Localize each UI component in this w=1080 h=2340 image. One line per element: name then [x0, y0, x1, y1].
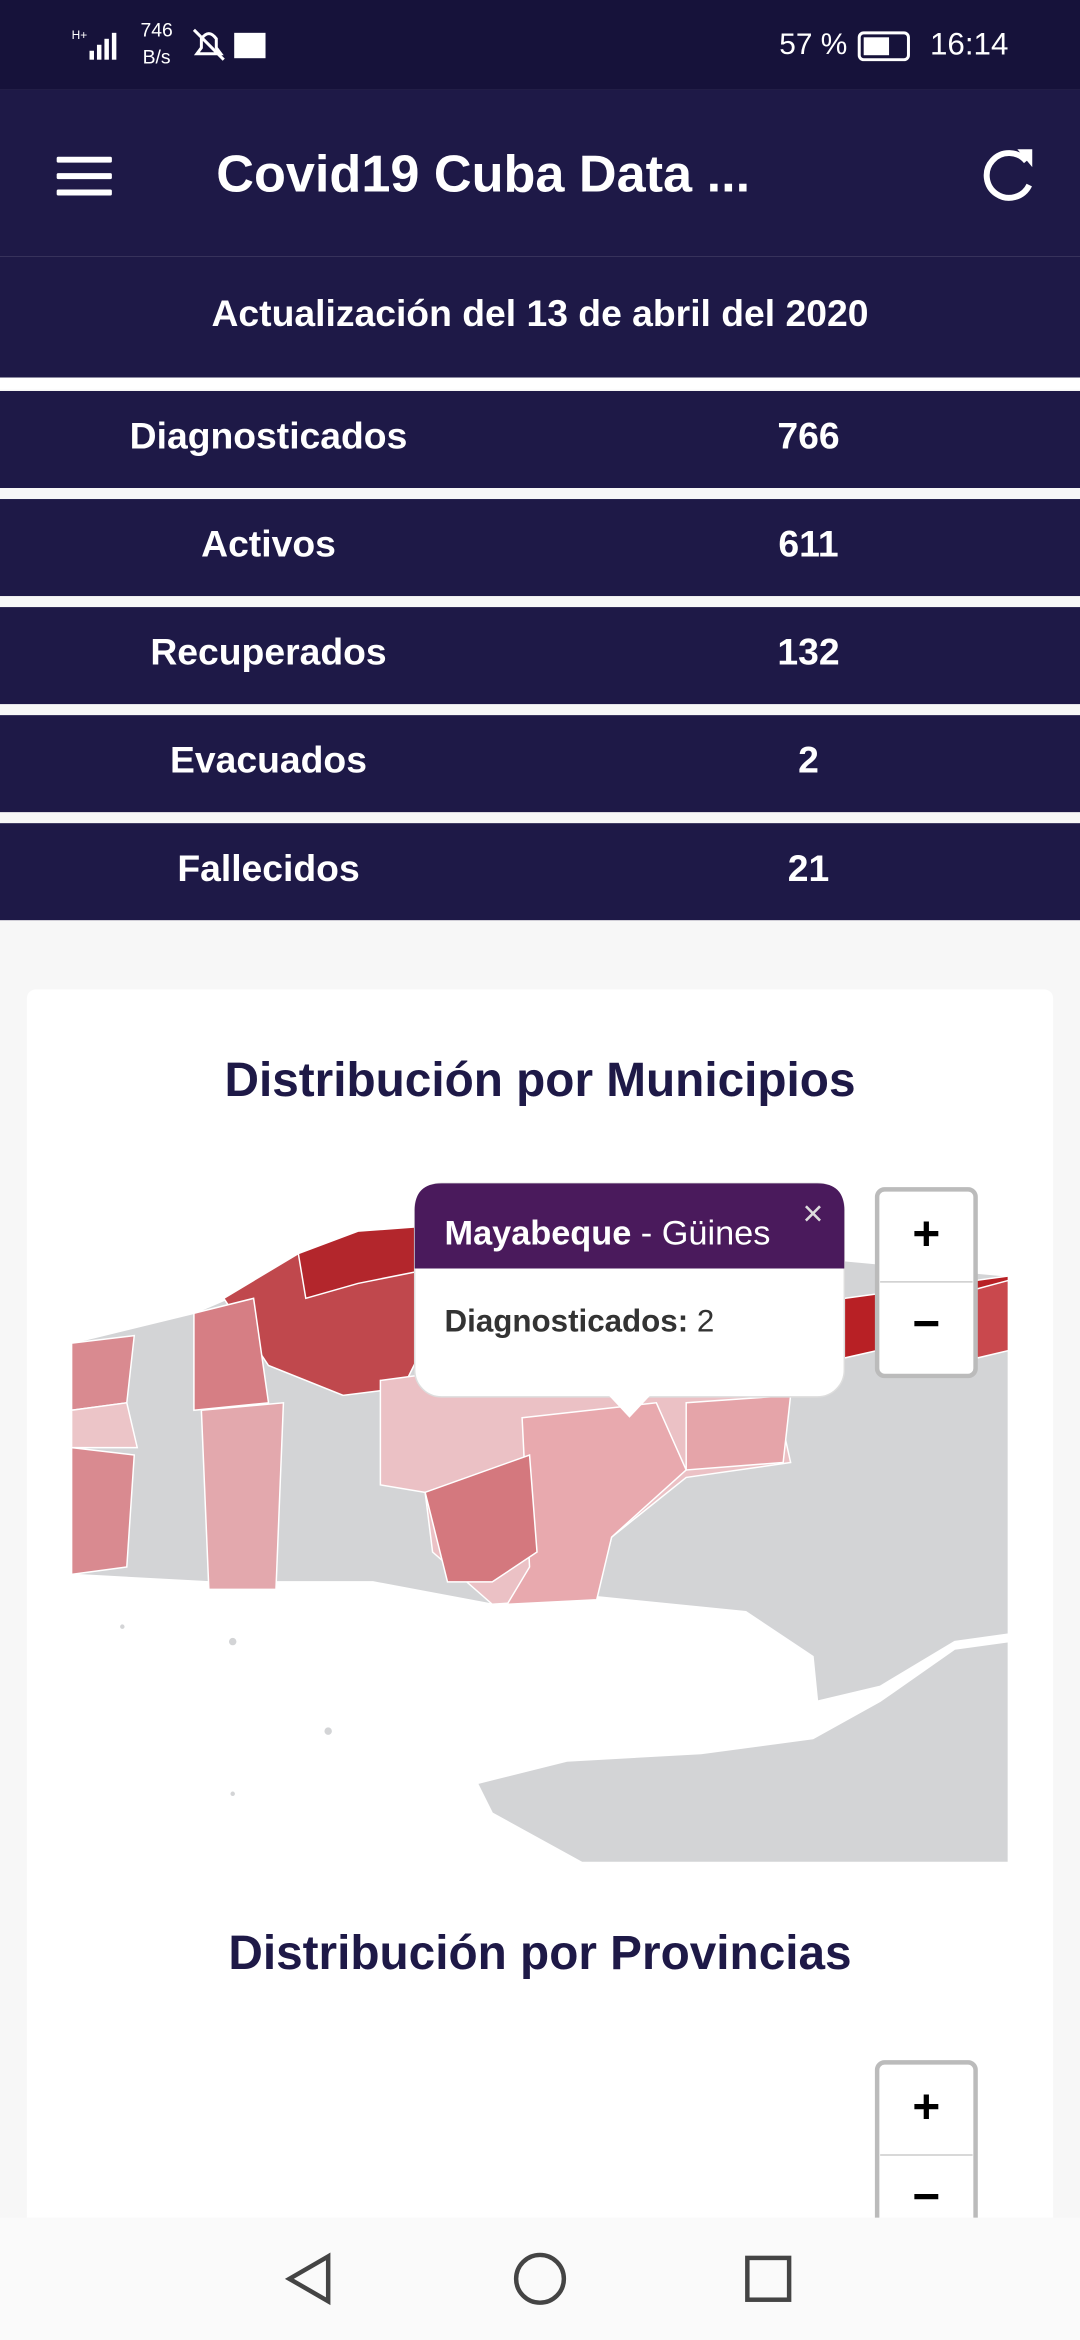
stats-table: Diagnosticados 766 Activos 611 Recuperados 13…: [0, 390, 1080, 921]
stat-row: [0, 499, 1080, 597]
stat-row: [0, 715, 1080, 813]
menu-button[interactable]: [56, 156, 112, 196]
popup-label: Diagnosticados:: [445, 1304, 689, 1339]
stat-row: [0, 390, 1080, 488]
battery-level: [863, 37, 890, 56]
status-bar: [0, 0, 1080, 90]
refresh-button[interactable]: [983, 149, 1033, 201]
zoom-control: [874, 1187, 978, 1379]
popup-header: Mayabeque - Güines: [445, 1215, 771, 1253]
app-title: Covid19 Cuba Data ...: [216, 145, 750, 203]
app-icon: [234, 32, 266, 59]
popup-value: 2: [688, 1304, 714, 1339]
clock: 16:14: [930, 27, 1008, 62]
nav-back[interactable]: [284, 2252, 331, 2306]
zoom-out[interactable]: −: [912, 1297, 940, 1350]
svg-text:H+: H+: [72, 28, 88, 42]
update-text: Actualización del 13 de abril del 2020: [212, 292, 869, 334]
zoom-in[interactable]: +: [912, 2081, 940, 2134]
mute-icon: [192, 28, 225, 61]
nav-home[interactable]: [513, 2252, 567, 2305]
nav-recents[interactable]: [745, 2255, 792, 2302]
stat-value: 21: [788, 847, 829, 889]
battery-icon: [857, 31, 910, 62]
divider: [0, 377, 1080, 390]
stat-label: Evacuados: [170, 739, 367, 781]
card-title: Distribución por Municipios: [224, 1054, 855, 1107]
net-speed: 746: [140, 19, 172, 41]
nav-bar: [0, 2217, 1080, 2340]
popup-close[interactable]: ×: [803, 1194, 824, 1234]
stat-label: Recuperados: [150, 631, 386, 673]
app-bar: [0, 89, 1080, 257]
signal-icon: H+: [72, 28, 117, 60]
stat-label: Fallecidos: [177, 847, 359, 889]
stat-value: 2: [798, 739, 819, 781]
stat-value: 132: [777, 631, 839, 673]
stat-value: 611: [778, 523, 838, 565]
stat-label: Diagnosticados: [130, 415, 408, 457]
map-popup: Mayabeque - Güines × Diagnosticados: 2: [413, 1182, 846, 1418]
popup-body: Diagnosticados: 2: [445, 1304, 715, 1339]
battery-percent: 57 %: [779, 28, 847, 61]
stat-value: 766: [777, 415, 839, 457]
stat-row: [0, 607, 1080, 705]
net-speed-unit: B/s: [143, 46, 171, 68]
popup-municipality: - Güines: [631, 1215, 770, 1253]
update-row: [0, 256, 1080, 378]
zoom-in[interactable]: +: [912, 1208, 940, 1261]
stat-label: Activos: [201, 523, 336, 565]
stat-row: [0, 823, 1080, 921]
popup-province: Mayabeque: [445, 1215, 632, 1253]
card-title: Distribución por Provincias: [228, 1927, 851, 1980]
zoom-out[interactable]: −: [912, 2170, 940, 2223]
